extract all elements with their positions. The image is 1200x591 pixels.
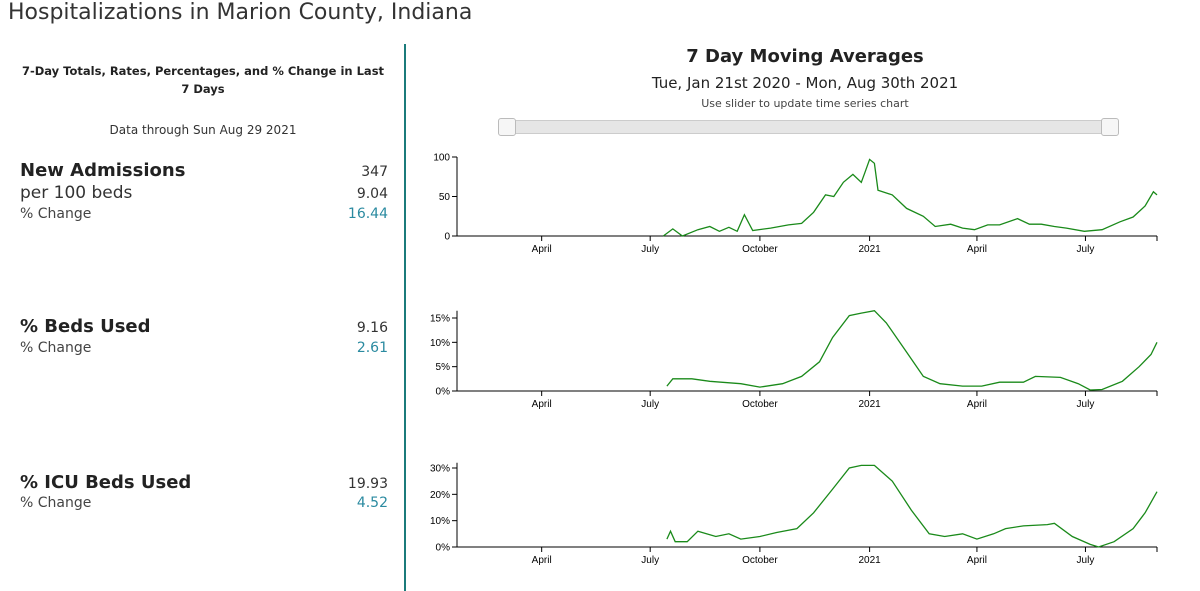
- x-tick-label: July: [1077, 399, 1095, 410]
- x-tick-label: April: [967, 555, 987, 566]
- summary-heading: 7-Day Totals, Rates, Percentages, and % …: [21, 64, 385, 96]
- beds-used-chart: 0% 5% 10% 15% April July October 2021 April July: [430, 309, 1158, 410]
- x-tick-label: July: [1077, 244, 1095, 255]
- x-tick-label: 2021: [858, 555, 881, 566]
- y-tick-label: 15%: [430, 314, 450, 325]
- change-value: 2.61: [356, 340, 388, 356]
- x-tick-label: October: [742, 555, 778, 566]
- metric-new-admissions: New Admissions 347: [20, 160, 388, 181]
- metric-change: % Change 16.44: [20, 206, 388, 222]
- x-tick-label: July: [1077, 555, 1095, 566]
- metric-value: 9.16: [356, 320, 388, 336]
- chart-title: 7 Day Moving Averages: [686, 46, 924, 67]
- change-label: % Change: [20, 206, 92, 222]
- y-tick-label: 50: [439, 192, 451, 203]
- change-label: % Change: [20, 340, 92, 356]
- icu-beds-used-line: [666, 464, 1158, 548]
- metric-value: 347: [361, 164, 388, 180]
- metric-sub-label: per 100 beds: [20, 183, 133, 203]
- y-tick-label: 0: [444, 232, 450, 243]
- x-tick-label: October: [742, 399, 778, 410]
- metric-beds-used: % Beds Used 9.16: [20, 316, 388, 337]
- slider-hint: Use slider to update time series chart: [701, 97, 909, 110]
- date-range: Tue, Jan 21st 2020 - Mon, Aug 30th 2021: [651, 74, 959, 92]
- metric-change: % Change 4.52: [20, 495, 388, 511]
- y-tick-label: 0%: [436, 387, 451, 398]
- change-value: 4.52: [356, 495, 388, 511]
- y-tick-label: 20%: [430, 490, 450, 501]
- y-tick-label: 0%: [436, 543, 451, 554]
- beds-used-line: [666, 309, 1158, 391]
- y-tick-label: 30%: [430, 464, 450, 475]
- y-tick-label: 100: [433, 153, 450, 164]
- metric-sub-value: 9.04: [356, 186, 388, 202]
- new-admissions-line: [662, 158, 1158, 237]
- change-label: % Change: [20, 495, 92, 511]
- x-tick-label: 2021: [858, 244, 881, 255]
- metric-label: % ICU Beds Used: [20, 472, 192, 493]
- y-tick-label: 10%: [430, 516, 450, 527]
- x-tick-label: July: [641, 555, 659, 566]
- new-admissions-chart: 0 50 100 April July October 2021 April July: [433, 153, 1158, 255]
- metric-value: 19.93: [347, 476, 388, 492]
- y-tick-label: 5%: [436, 362, 451, 373]
- x-tick-label: July: [641, 399, 659, 410]
- x-tick-label: July: [641, 244, 659, 255]
- metric-change: % Change 2.61: [20, 340, 388, 356]
- x-tick-label: October: [742, 244, 778, 255]
- divider: [404, 44, 406, 591]
- x-tick-label: April: [967, 399, 987, 410]
- slider-end-handle[interactable]: [1101, 118, 1119, 136]
- change-value: 16.44: [347, 206, 388, 222]
- metric-label: % Beds Used: [20, 316, 151, 337]
- x-tick-label: April: [532, 244, 552, 255]
- data-through: Data through Sun Aug 29 2021: [109, 123, 297, 137]
- metric-icu-beds-used: % ICU Beds Used 19.93: [20, 472, 388, 493]
- metric-label: New Admissions: [20, 160, 186, 181]
- x-tick-label: April: [532, 399, 552, 410]
- icu-beds-used-chart: 0% 10% 20% 30% April July October 2021 April July: [430, 462, 1158, 566]
- slider-start-handle[interactable]: [498, 118, 516, 136]
- time-range-slider[interactable]: [498, 118, 1119, 136]
- x-tick-label: April: [532, 555, 552, 566]
- page-title: Hospitalizations in Marion County, India…: [8, 0, 473, 25]
- y-tick-label: 10%: [430, 338, 450, 349]
- x-tick-label: 2021: [858, 399, 881, 410]
- metric-per-100-beds: per 100 beds 9.04: [20, 183, 388, 203]
- x-tick-label: April: [967, 244, 987, 255]
